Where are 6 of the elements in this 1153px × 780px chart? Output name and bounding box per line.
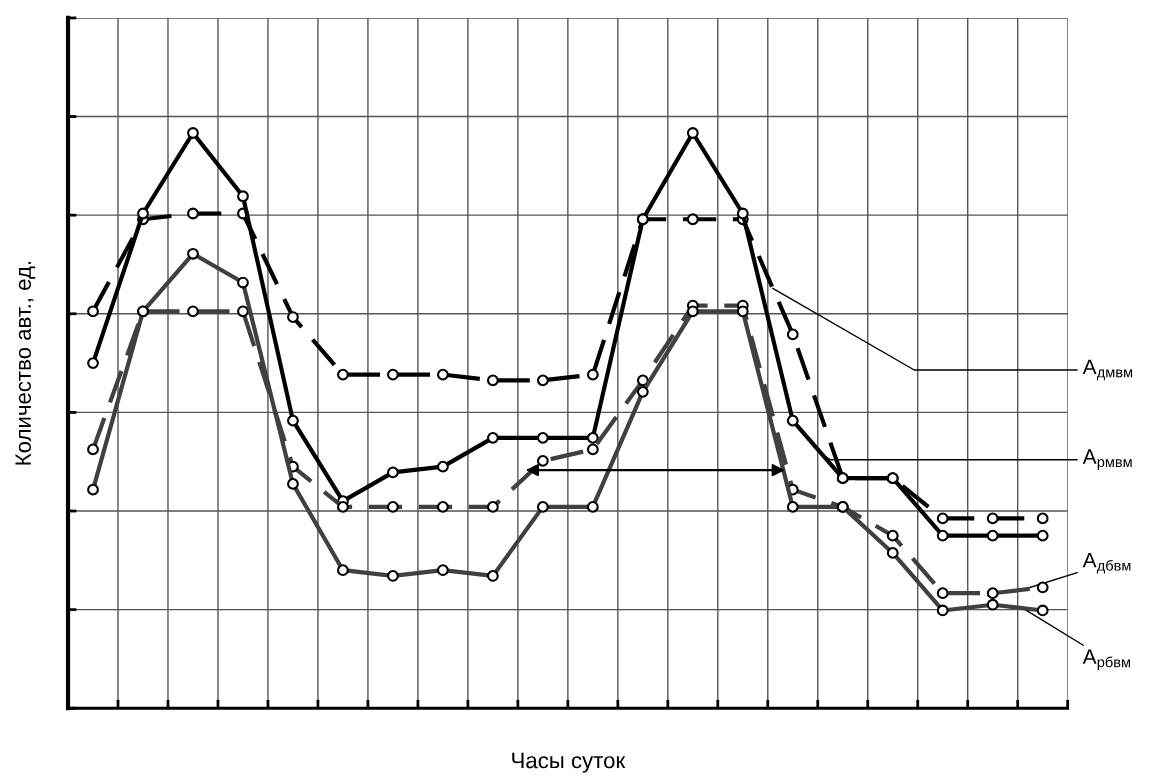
text: А$_{рбвм}$ [1082,649,1130,671]
x-axis-title: Часы суток [512,752,626,773]
text: А$_{рмвм}$ [1082,449,1132,470]
y-axis-title: Количество авт., ед. [15,261,36,465]
text: А$_{дмвм}$ [1082,359,1133,381]
series-label: А$_{дбвм}$ [1082,552,1131,574]
